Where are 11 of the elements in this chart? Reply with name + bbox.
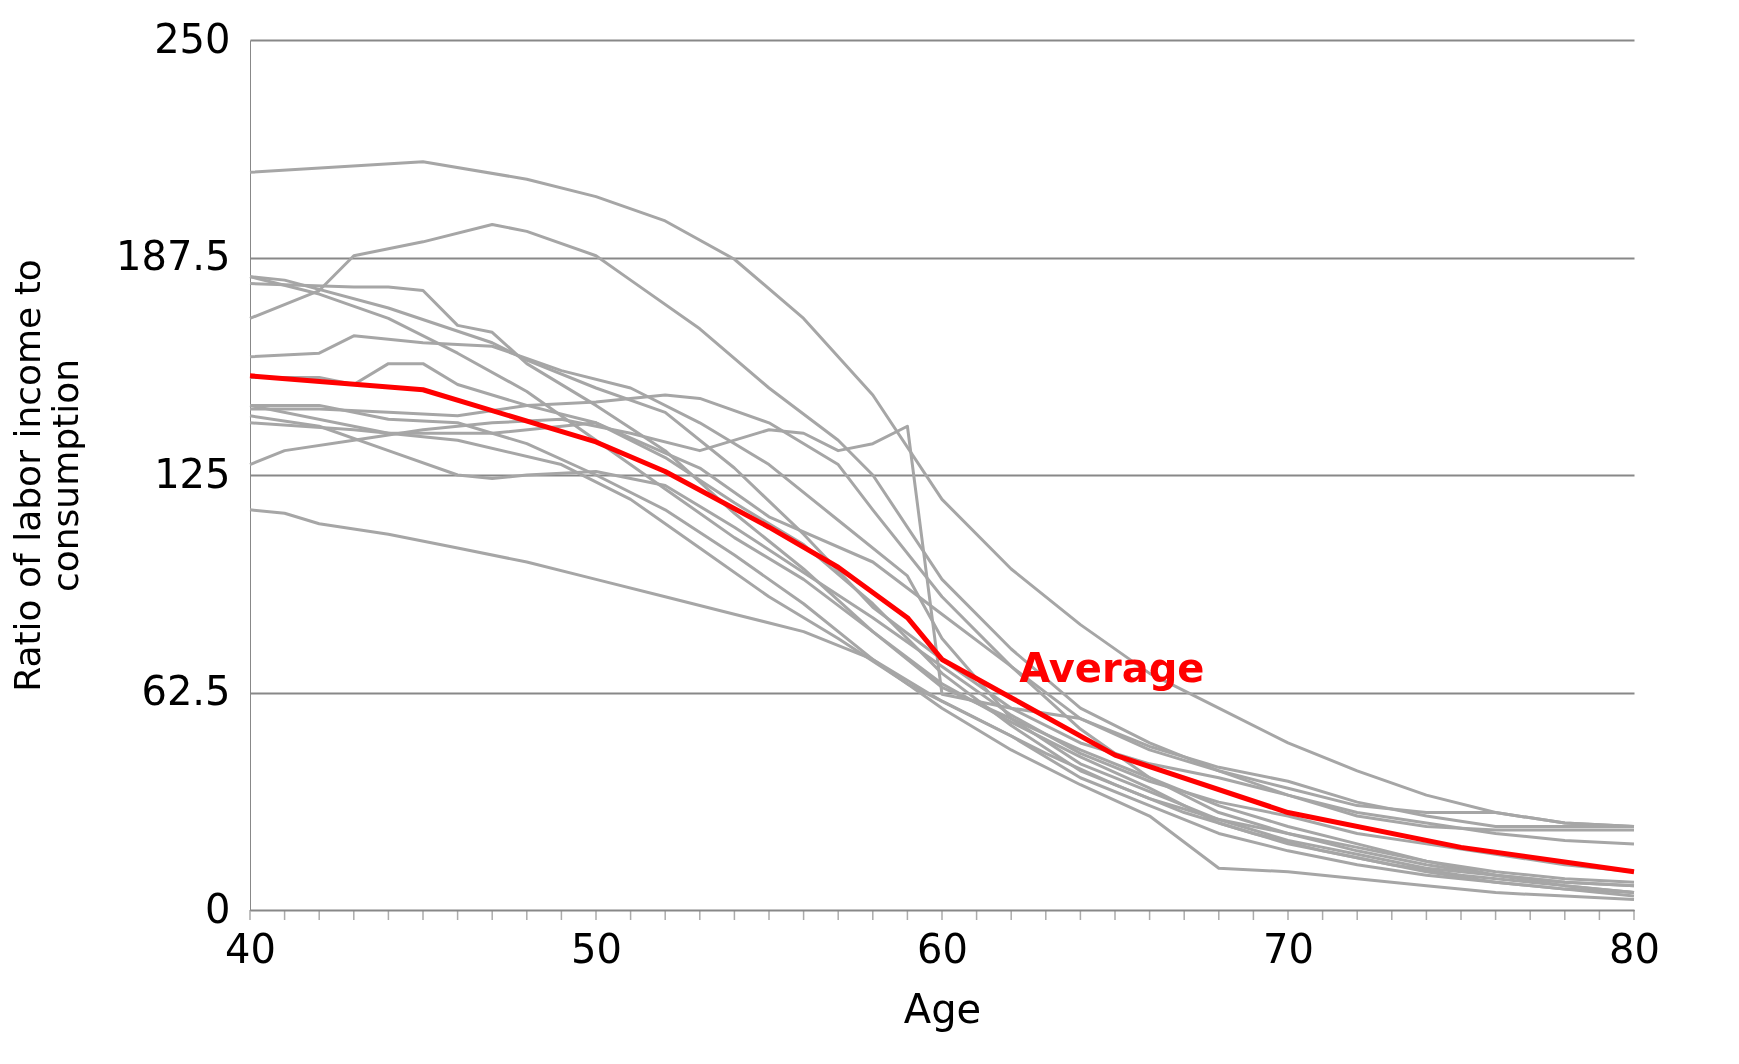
y-tick-label: 187.5 (115, 233, 231, 279)
x-tick-label: 50 (571, 925, 622, 972)
x-tick-label: 70 (1263, 925, 1314, 972)
x-axis-title: Age (903, 985, 982, 1032)
y-tick-label: 125 (154, 450, 231, 497)
series-label: Average (1019, 644, 1205, 691)
y-tick-label: 62.5 (141, 668, 231, 714)
y-axis-title: Ratio of labor income to consumption (6, 259, 86, 692)
x-tick-label: 60 (917, 925, 968, 972)
y-tick-label: 250 (154, 15, 231, 62)
x-tick-label: 80 (1609, 925, 1660, 972)
